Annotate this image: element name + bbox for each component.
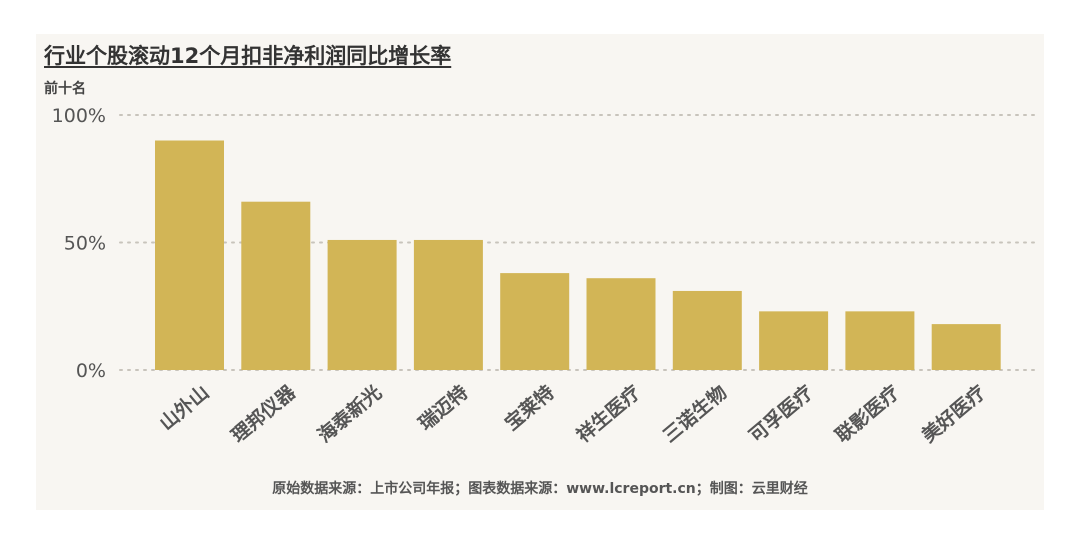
y-tick-label: 100% xyxy=(52,105,106,127)
x-tick-label: 可孚医疗 xyxy=(745,381,818,447)
y-axis-ticks: 0% 50% 100% xyxy=(52,105,106,382)
bar xyxy=(672,290,742,370)
x-tick-label: 祥生医疗 xyxy=(572,381,645,447)
x-tick-label: 瑞迈特 xyxy=(414,381,472,435)
source-footnote: 原始数据来源：上市公司年报；图表数据来源：www.lcreport.cn；制图：… xyxy=(272,481,808,497)
bar xyxy=(845,311,915,370)
x-tick-label: 宝莱特 xyxy=(500,381,558,435)
bar xyxy=(586,278,656,370)
x-tick-label: 三诺生物 xyxy=(658,381,731,447)
x-tick-label: 美好医疗 xyxy=(917,381,990,447)
x-tick-label: 山外山 xyxy=(155,381,213,435)
x-tick-label: 联影医疗 xyxy=(831,381,904,447)
bar xyxy=(500,273,570,370)
bar xyxy=(759,311,829,370)
chart-title: 行业个股滚动12个月扣非净利润同比增长率 xyxy=(44,44,452,68)
x-axis-labels: 山外山 理邦仪器 海泰新光 瑞迈特 宝莱特 祥生医疗 三诺生物 可孚医疗 联影医疗 美好医疗 xyxy=(155,380,990,447)
bar xyxy=(413,239,483,370)
bar xyxy=(327,239,397,370)
chart-subtitle: 前十名 xyxy=(44,81,86,97)
x-tick-label: 理邦仪器 xyxy=(227,380,301,447)
bars xyxy=(155,140,1001,370)
bar xyxy=(241,201,311,370)
y-tick-label: 0% xyxy=(76,360,106,382)
y-tick-label: 50% xyxy=(64,233,106,255)
x-tick-label: 海泰新光 xyxy=(313,381,386,447)
bar xyxy=(155,140,224,370)
bar xyxy=(931,324,1001,370)
